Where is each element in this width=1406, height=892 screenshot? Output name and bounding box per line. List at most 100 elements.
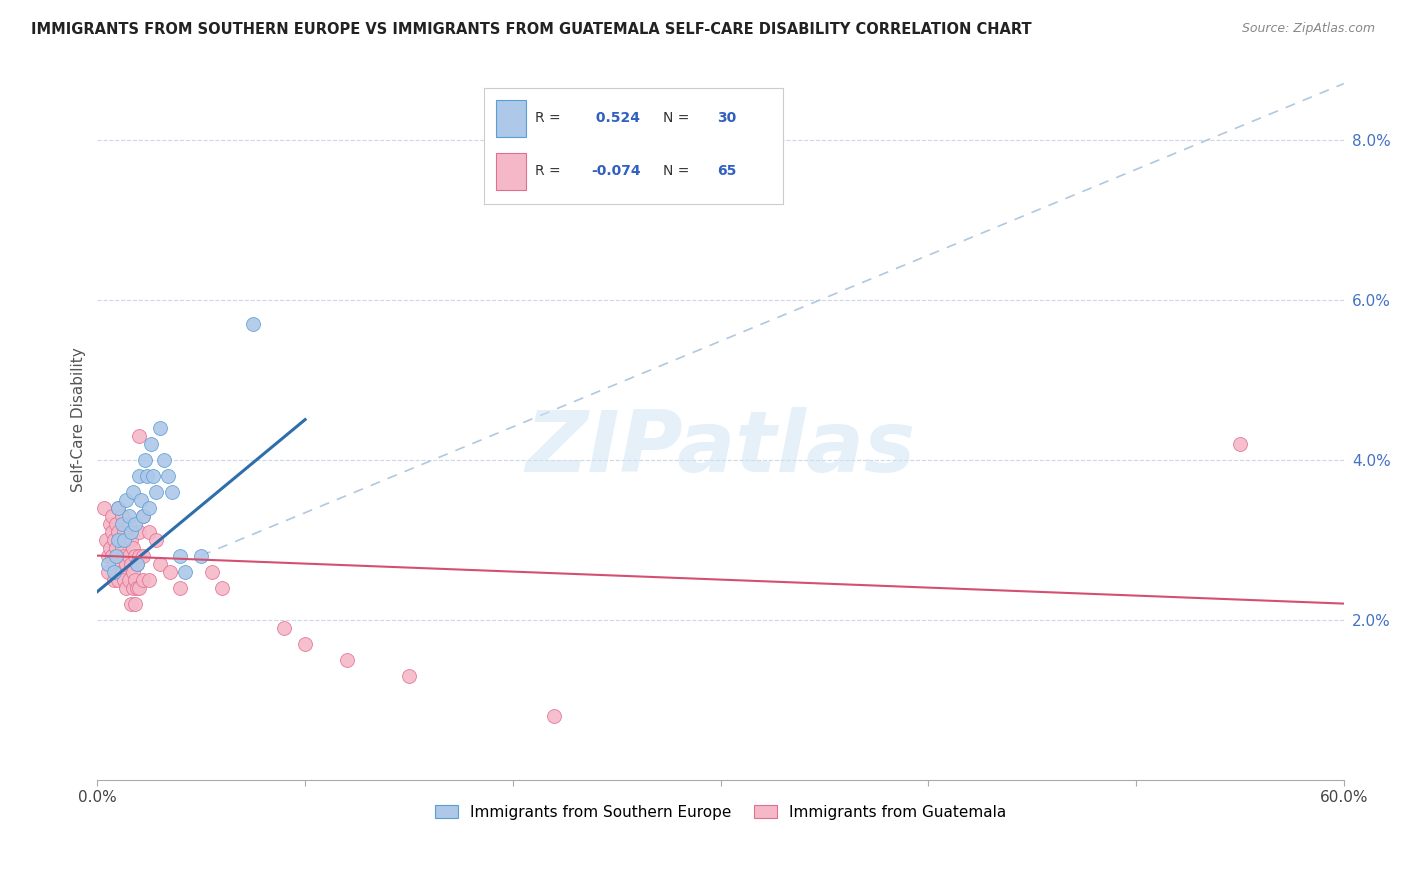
Point	[115, 557, 138, 571]
Point	[117, 573, 139, 587]
Point	[111, 516, 134, 531]
Point	[138, 573, 160, 587]
Point	[398, 668, 420, 682]
Point	[101, 549, 124, 563]
Point	[160, 484, 183, 499]
Point	[273, 621, 295, 635]
Point	[105, 549, 128, 563]
Point	[111, 565, 134, 579]
Point	[173, 565, 195, 579]
Point	[105, 541, 128, 555]
Point	[125, 581, 148, 595]
Point	[112, 533, 135, 547]
Point	[107, 500, 129, 515]
Point	[136, 468, 159, 483]
Point	[107, 533, 129, 547]
Point	[128, 581, 150, 595]
Point	[138, 524, 160, 539]
Point	[128, 468, 150, 483]
Point	[121, 541, 143, 555]
Point	[124, 516, 146, 531]
Text: ZIPatlas: ZIPatlas	[526, 407, 915, 490]
Point	[153, 452, 176, 467]
Point	[128, 524, 150, 539]
Legend: Immigrants from Southern Europe, Immigrants from Guatemala: Immigrants from Southern Europe, Immigra…	[429, 798, 1012, 826]
Point	[101, 524, 124, 539]
Point	[294, 637, 316, 651]
Point	[105, 565, 128, 579]
Point	[169, 581, 191, 595]
Point	[107, 573, 129, 587]
Point	[125, 557, 148, 571]
Point	[132, 573, 155, 587]
Point	[115, 492, 138, 507]
Point	[112, 573, 135, 587]
Point	[97, 565, 120, 579]
Point	[128, 549, 150, 563]
Point	[97, 549, 120, 563]
Point	[108, 533, 131, 547]
Point	[101, 508, 124, 523]
Point	[103, 565, 125, 579]
Point	[1229, 436, 1251, 450]
Point	[103, 573, 125, 587]
Point	[111, 541, 134, 555]
Y-axis label: Self-Care Disability: Self-Care Disability	[72, 347, 86, 492]
Point	[117, 516, 139, 531]
Point	[115, 533, 138, 547]
Point	[93, 500, 115, 515]
Point	[128, 428, 150, 442]
Point	[134, 452, 156, 467]
Point	[117, 549, 139, 563]
Point	[103, 557, 125, 571]
Point	[105, 516, 128, 531]
Point	[124, 597, 146, 611]
Point	[97, 557, 120, 571]
Point	[112, 524, 135, 539]
Point	[108, 557, 131, 571]
Point	[107, 524, 129, 539]
Point	[121, 581, 143, 595]
Point	[129, 492, 152, 507]
Point	[149, 557, 172, 571]
Point	[132, 508, 155, 523]
Point	[117, 508, 139, 523]
Point	[169, 549, 191, 563]
Point	[120, 597, 142, 611]
Point	[98, 516, 121, 531]
Text: Source: ZipAtlas.com: Source: ZipAtlas.com	[1241, 22, 1375, 36]
Point	[120, 524, 142, 539]
Point	[242, 317, 264, 331]
Point	[543, 708, 565, 723]
Point	[94, 533, 117, 547]
Point	[141, 436, 163, 450]
Point	[336, 652, 359, 666]
Point	[124, 549, 146, 563]
Point	[149, 420, 172, 434]
Point	[132, 508, 155, 523]
Point	[132, 549, 155, 563]
Point	[121, 565, 143, 579]
Point	[142, 468, 165, 483]
Point	[111, 508, 134, 523]
Point	[159, 565, 181, 579]
Point	[211, 581, 233, 595]
Point	[115, 581, 138, 595]
Point	[112, 549, 135, 563]
Text: IMMIGRANTS FROM SOUTHERN EUROPE VS IMMIGRANTS FROM GUATEMALA SELF-CARE DISABILIT: IMMIGRANTS FROM SOUTHERN EUROPE VS IMMIG…	[31, 22, 1032, 37]
Point	[125, 557, 148, 571]
Point	[103, 533, 125, 547]
Point	[120, 533, 142, 547]
Point	[145, 484, 167, 499]
Point	[120, 557, 142, 571]
Point	[121, 484, 143, 499]
Point	[145, 533, 167, 547]
Point	[190, 549, 212, 563]
Point	[124, 573, 146, 587]
Point	[107, 500, 129, 515]
Point	[98, 541, 121, 555]
Point	[156, 468, 179, 483]
Point	[107, 549, 129, 563]
Point	[138, 500, 160, 515]
Point	[201, 565, 224, 579]
